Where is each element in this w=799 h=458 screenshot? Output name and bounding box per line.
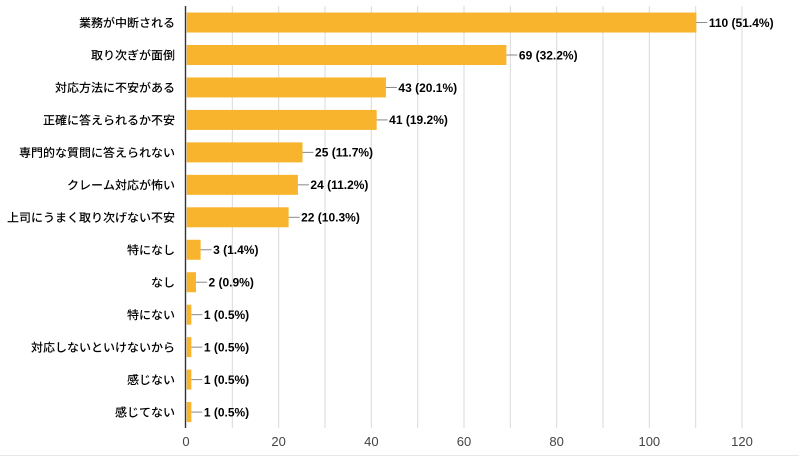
svg-text:43 (20.1%): 43 (20.1%) xyxy=(398,81,457,95)
svg-text:22 (10.3%): 22 (10.3%) xyxy=(301,211,360,225)
svg-text:0: 0 xyxy=(182,434,189,449)
svg-text:69 (32.2%): 69 (32.2%) xyxy=(519,48,578,62)
svg-text:1 (0.5%): 1 (0.5%) xyxy=(204,405,249,419)
svg-text:3 (1.4%): 3 (1.4%) xyxy=(213,243,258,257)
svg-text:24 (11.2%): 24 (11.2%) xyxy=(310,178,368,192)
svg-text:60: 60 xyxy=(457,434,471,449)
svg-text:1 (0.5%): 1 (0.5%) xyxy=(204,340,249,354)
svg-text:20: 20 xyxy=(271,434,285,449)
svg-text:2 (0.9%): 2 (0.9%) xyxy=(208,276,253,290)
svg-text:100: 100 xyxy=(638,434,660,449)
svg-text:80: 80 xyxy=(549,434,563,449)
svg-text:25 (11.7%): 25 (11.7%) xyxy=(315,146,373,160)
svg-text:120: 120 xyxy=(731,434,753,449)
svg-text:110 (51.4%): 110 (51.4%) xyxy=(709,16,774,30)
svg-text:1 (0.5%): 1 (0.5%) xyxy=(204,308,249,322)
svg-text:40: 40 xyxy=(364,434,378,449)
svg-text:1 (0.5%): 1 (0.5%) xyxy=(204,373,249,387)
svg-text:41 (19.2%): 41 (19.2%) xyxy=(389,113,448,127)
